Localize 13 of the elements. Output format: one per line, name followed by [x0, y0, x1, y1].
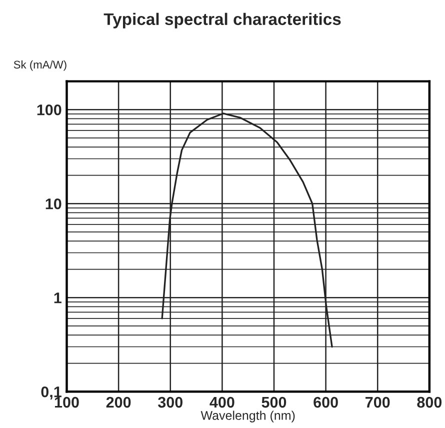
- y-axis-title: Sk (mA/W): [14, 60, 66, 71]
- y-tick-label: 1: [54, 292, 62, 304]
- x-tick-label: 200: [106, 396, 131, 408]
- x-tick-label: 400: [210, 396, 234, 408]
- y-tick-label: 100: [37, 104, 62, 116]
- x-tick-label: 300: [158, 396, 182, 408]
- x-axis-title: Wavelength (nm): [200, 410, 295, 422]
- y-tick-label: 10: [46, 198, 62, 210]
- chart-title: Typical spectral characteritics: [104, 12, 341, 28]
- x-tick-label: 600: [314, 396, 338, 408]
- x-tick-label: 500: [262, 396, 286, 408]
- x-tick-label: 700: [366, 396, 390, 408]
- x-tick-label: 800: [417, 396, 442, 408]
